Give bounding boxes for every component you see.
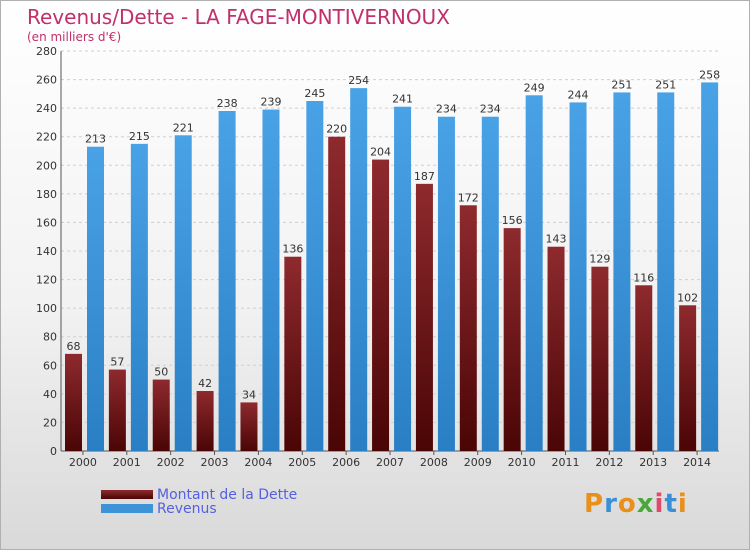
x-tick-label: 2008: [420, 456, 448, 469]
data-label: 254: [348, 74, 369, 87]
bar-revenus: [525, 95, 543, 452]
y-tick-label: 40: [43, 388, 57, 401]
data-label: 215: [129, 130, 150, 143]
x-tick-label: 2005: [288, 456, 316, 469]
bar-revenus: [218, 111, 236, 451]
x-tick-label: 2002: [157, 456, 185, 469]
bar-dette: [284, 256, 302, 451]
bar-dette: [415, 183, 433, 451]
x-tick-label: 2004: [244, 456, 272, 469]
data-label: 213: [85, 133, 106, 146]
bar-dette: [108, 369, 126, 451]
y-tick-label: 180: [36, 188, 57, 201]
bar-revenus: [87, 146, 104, 451]
data-label: 238: [217, 97, 238, 110]
y-tick-label: 60: [43, 359, 57, 372]
data-label: 251: [655, 78, 676, 91]
data-label: 220: [326, 123, 347, 136]
data-label: 102: [677, 291, 698, 304]
data-label: 34: [242, 388, 256, 401]
x-tick-label: 2009: [464, 456, 492, 469]
x-tick-label: 2013: [639, 456, 667, 469]
x-tick-label: 2012: [595, 456, 623, 469]
y-tick-label: 260: [36, 74, 57, 87]
y-tick-label: 220: [36, 131, 57, 144]
bar-revenus: [481, 116, 499, 451]
x-tick-label: 2014: [683, 456, 711, 469]
data-label: 50: [154, 366, 168, 379]
y-tick-label: 120: [36, 274, 57, 287]
y-tick-label: 280: [36, 45, 57, 58]
data-label: 234: [480, 103, 501, 116]
data-label: 244: [568, 88, 589, 101]
data-label: 241: [392, 93, 413, 106]
bar-dette: [328, 136, 346, 451]
x-tick-label: 2001: [113, 456, 141, 469]
x-tick-label: 2010: [508, 456, 536, 469]
y-tick-label: 160: [36, 216, 57, 229]
bar-dette: [679, 305, 697, 451]
data-label: 258: [699, 68, 720, 81]
bar-revenus: [306, 101, 324, 451]
chart-subtitle: (en milliers d'€): [27, 30, 122, 44]
data-label: 187: [414, 170, 435, 183]
x-tick-label: 2006: [332, 456, 360, 469]
bar-revenus: [130, 143, 148, 451]
bar-dette: [503, 228, 521, 451]
data-label: 143: [546, 233, 567, 246]
bar-revenus: [569, 102, 587, 451]
bar-revenus: [437, 116, 455, 451]
data-label: 249: [524, 81, 545, 94]
proxiti-logo: Proxiti: [584, 489, 688, 519]
y-tick-label: 80: [43, 331, 57, 344]
bar-revenus: [394, 106, 412, 451]
bar-revenus: [174, 135, 192, 452]
data-label: 172: [458, 191, 479, 204]
bar-dette: [635, 285, 653, 451]
y-tick-label: 100: [36, 302, 57, 315]
bar-dette: [240, 402, 258, 451]
data-label: 42: [198, 377, 212, 390]
bar-revenus: [350, 88, 368, 452]
y-tick-label: 200: [36, 159, 57, 172]
bar-revenus: [657, 92, 675, 451]
y-tick-label: 0: [50, 445, 57, 458]
legend-swatch-revenus: [101, 504, 153, 513]
data-label: 234: [436, 103, 457, 116]
bar-revenus: [262, 109, 280, 452]
x-tick-label: 2007: [376, 456, 404, 469]
y-tick-label: 140: [36, 245, 57, 258]
bar-dette: [547, 246, 565, 451]
bar-dette: [196, 391, 214, 451]
data-label: 129: [589, 253, 610, 266]
data-label: 204: [370, 146, 391, 159]
bar-dette: [65, 353, 82, 451]
data-label: 245: [304, 87, 325, 100]
chart-title: Revenus/Dette - LA FAGE-MONTIVERNOUX: [27, 5, 450, 29]
bar-dette: [591, 266, 609, 451]
data-label: 251: [611, 78, 632, 91]
legend-label-revenus: Revenus: [157, 501, 217, 517]
bar-dette: [152, 379, 170, 451]
data-label: 116: [633, 271, 654, 284]
data-label: 221: [173, 121, 194, 134]
y-tick-label: 240: [36, 102, 57, 115]
bar-revenus: [701, 82, 719, 451]
bar-dette: [372, 159, 390, 452]
data-label: 136: [282, 243, 303, 256]
bar-revenus: [613, 92, 631, 451]
data-label: 57: [110, 356, 124, 369]
bar-dette: [459, 205, 477, 451]
data-label: 239: [260, 96, 281, 109]
data-label: 68: [67, 340, 81, 353]
x-tick-label: 2003: [201, 456, 229, 469]
data-label: 156: [502, 214, 523, 227]
legend-swatch-dette: [101, 490, 153, 499]
x-tick-label: 2011: [551, 456, 579, 469]
x-tick-label: 2000: [69, 456, 97, 469]
legend-label-dette: Montant de la Dette: [157, 487, 298, 503]
y-tick-label: 20: [43, 416, 57, 429]
